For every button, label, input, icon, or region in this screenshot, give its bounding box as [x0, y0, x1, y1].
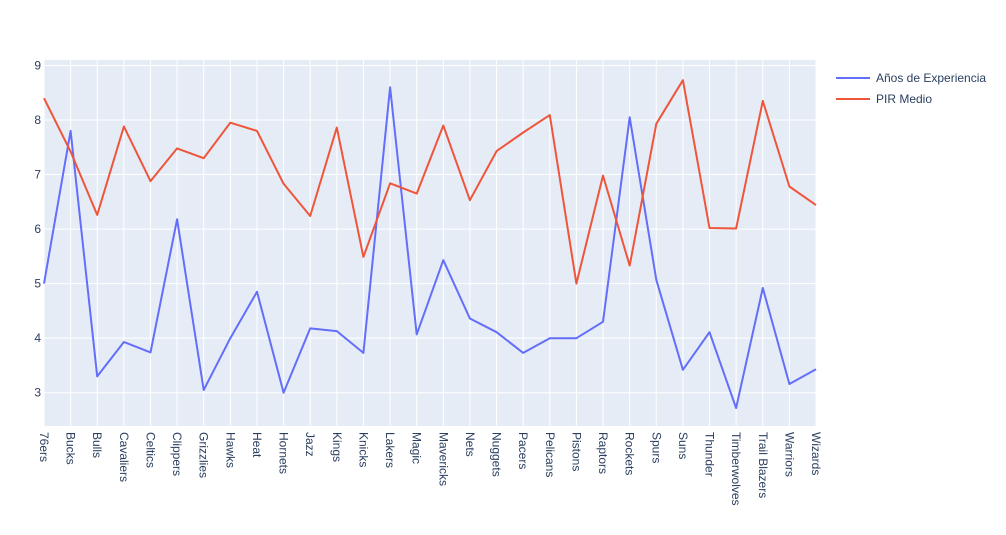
x-tick-label: Bulls	[90, 432, 104, 458]
legend[interactable]: Años de Experiencia PIR Medio	[836, 71, 986, 106]
y-tick-label: 6	[34, 222, 41, 236]
series-line[interactable]	[43, 86, 817, 409]
x-tick-label: Wizards	[809, 432, 823, 475]
y-tick-label: 9	[34, 58, 41, 72]
y-axis-ticks: 3 4 5 6 7 8 9	[34, 58, 41, 399]
y-tick-label: 4	[34, 331, 41, 345]
plot-background	[44, 60, 816, 426]
x-tick-label: Thunder	[703, 432, 717, 477]
x-tick-label: Cavaliers	[117, 432, 131, 482]
x-tick-label: Heat	[250, 432, 264, 458]
x-tick-label: Knicks	[356, 432, 370, 467]
x-tick-label: Magic	[410, 432, 424, 464]
x-tick-label: Hornets	[277, 432, 291, 474]
y-tick-label: 3	[34, 386, 41, 400]
x-tick-label: Hawks	[223, 432, 237, 468]
y-tick-label: 5	[34, 277, 41, 291]
x-tick-label: Suns	[676, 432, 690, 459]
x-tick-label: Jazz	[303, 432, 317, 457]
x-tick-label: Warriors	[782, 432, 796, 477]
x-tick-label: 76ers	[37, 432, 51, 462]
x-tick-label: Lakers	[383, 432, 397, 468]
legend-label[interactable]: PIR Medio	[876, 92, 932, 106]
x-tick-label: Grizzlies	[197, 432, 211, 478]
x-tick-label: Pistons	[569, 432, 583, 471]
x-axis-ticks: 76ers Bucks Bulls Cavaliers Celtics Clippers G…	[37, 432, 823, 506]
series-lines	[43, 79, 817, 409]
x-tick-label: Bucks	[64, 432, 78, 465]
series-line[interactable]	[43, 79, 817, 285]
x-tick-label: Nuggets	[490, 432, 504, 477]
x-tick-label: Mavericks	[436, 432, 450, 486]
x-tick-label: Clippers	[170, 432, 184, 476]
gridlines	[43, 60, 817, 426]
x-tick-label: Rockets	[623, 432, 637, 475]
x-tick-label: Raptors	[596, 432, 610, 474]
x-tick-label: Trail Blazers	[756, 432, 770, 498]
x-tick-label: Kings	[330, 432, 344, 462]
y-tick-label: 7	[34, 168, 41, 182]
x-tick-label: Celtics	[143, 432, 157, 468]
y-tick-label: 8	[34, 113, 41, 127]
x-tick-label: Pelicans	[543, 432, 557, 477]
x-tick-label: Timberwolves	[729, 432, 743, 506]
x-tick-label: Nets	[463, 432, 477, 457]
legend-label[interactable]: Años de Experiencia	[876, 71, 986, 85]
x-tick-label: Spurs	[649, 432, 663, 463]
x-tick-label: Pacers	[516, 432, 530, 469]
